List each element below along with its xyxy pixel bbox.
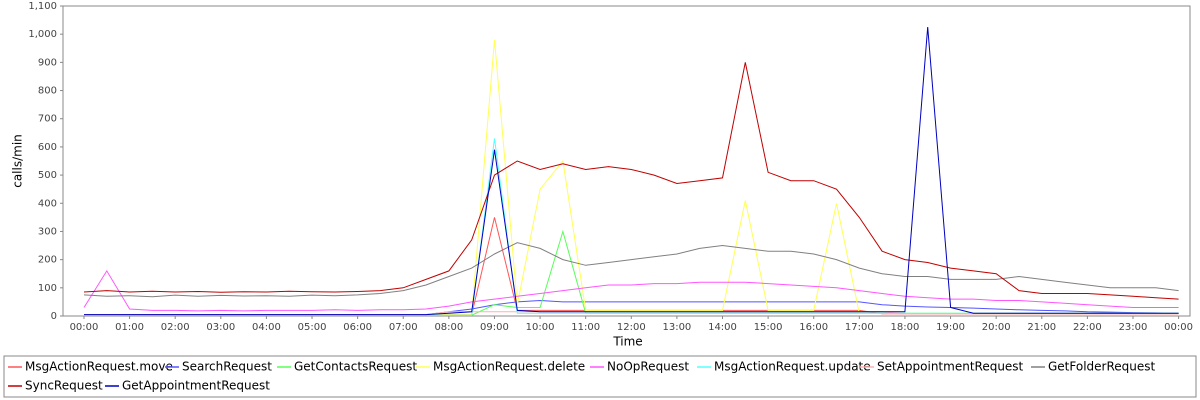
x-tick-label: 08:00 [434,322,463,333]
series-line [84,27,1179,316]
legend-label: SetAppointmentRequest [877,360,1024,374]
legend-label: GetAppointmentRequest [122,379,270,393]
x-tick-label: 03:00 [206,322,235,333]
y-tick-label: 700 [38,114,57,125]
y-tick-label: 1,100 [28,1,57,12]
y-tick-label: 300 [38,226,57,237]
y-tick-label: 100 [38,283,57,294]
plot-area [62,5,1191,317]
x-tick-label: 00:00 [70,322,99,333]
series-line [83,62,1179,300]
x-tick-label: 04:00 [252,322,281,333]
y-tick-label: 900 [38,57,57,68]
y-axis-label: calls/min [11,134,25,188]
legend-items: MsgActionRequest.move SearchRequest GetCon… [8,360,1156,393]
y-tick-label: 800 [38,86,57,97]
legend-label: NoOpRequest [607,360,689,374]
legend-label: GetFolderRequest [1048,360,1156,374]
legend-label: MsgActionRequest.move [25,360,173,374]
x-axis-label: Time [612,335,642,349]
legend [3,355,1197,398]
legend-label: MsgActionRequest.update [714,360,871,374]
x-tick-label: 14:00 [708,322,737,333]
series-line [83,242,1179,298]
x-tick-label: 02:00 [161,322,190,333]
x-tick-label: 11:00 [571,322,600,333]
y-tick-label: 0 [51,311,57,322]
legend-label: GetContactsRequest [294,360,417,374]
x-tick-label: 09:00 [480,322,509,333]
x-tick-label: 18:00 [891,322,920,333]
y-tick-label: 600 [38,142,57,153]
legend-label: MsgActionRequest.delete [433,360,585,374]
x-tick-label: 12:00 [617,322,646,333]
x-tick-label: 20:00 [982,322,1011,333]
x-tick-label: 21:00 [1027,322,1056,333]
x-tick-label: 01:00 [115,322,144,333]
x-tick-label: 19:00 [936,322,965,333]
y-tick-label: 1,000 [28,29,57,40]
legend-label: SyncRequest [25,379,103,393]
series-line [83,269,1179,312]
x-tick-label: 00:00 [1164,322,1193,333]
x-tick-label: 15:00 [754,322,783,333]
x-tick-label: 07:00 [389,322,418,333]
y-tick-label: 400 [38,198,57,209]
x-tick-label: 23:00 [1119,322,1148,333]
x-tick-label: 10:00 [526,322,555,333]
y-tick-label: 500 [38,170,57,181]
x-tick-label: 16:00 [799,322,828,333]
x-tick-label: 22:00 [1073,322,1102,333]
x-tick-label: 13:00 [662,322,691,333]
x-tick-label: 17:00 [845,322,874,333]
x-tick-label: 05:00 [298,322,327,333]
y-tick-label: 200 [38,255,57,266]
x-tick-label: 06:00 [343,322,372,333]
legend-label: SearchRequest [182,360,272,374]
